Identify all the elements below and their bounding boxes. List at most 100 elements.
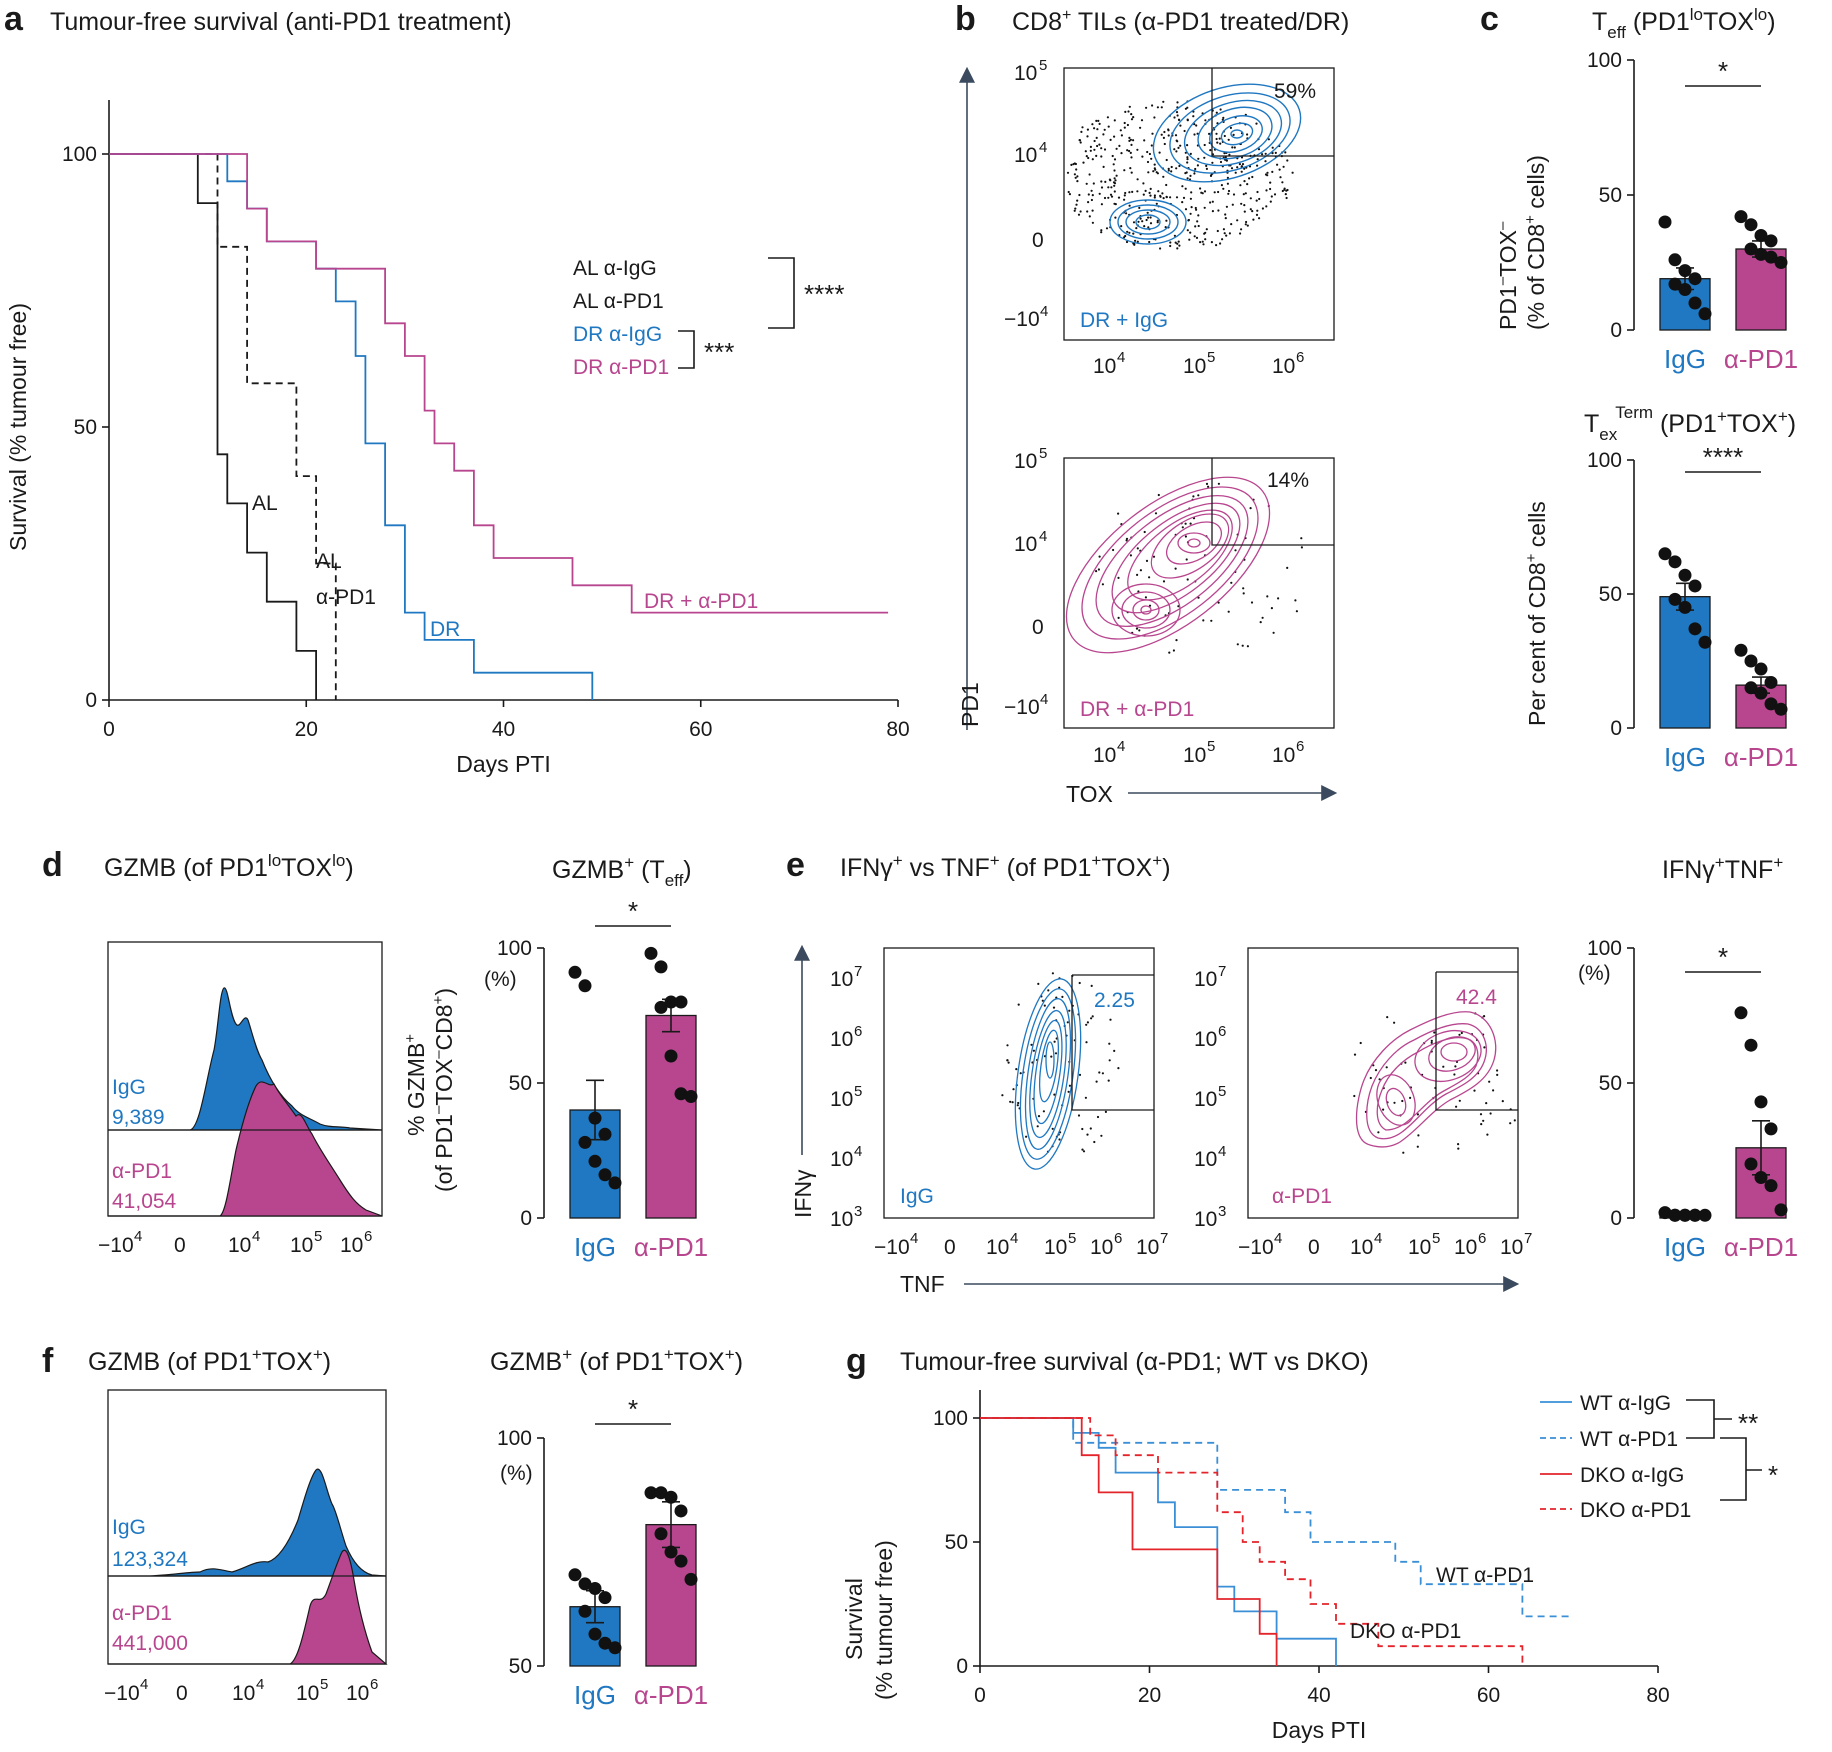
flow-dot [1261,616,1264,619]
flow-dot [1251,175,1254,179]
x-tick-label: 80 [1646,1684,1669,1707]
flow-dot [1169,241,1172,244]
flow-dot [1234,171,1237,174]
flow-dot [1219,108,1222,111]
c-bottom-ylabel: Per cent of CD8+ cells [1523,501,1550,726]
data-point [1668,592,1682,606]
flow-dot [1473,1089,1476,1092]
data-point [1688,579,1702,593]
flow-dot [1095,570,1098,573]
data-point [1678,600,1692,614]
flow-b-bottom-yticks: 10 5 10 4 0 −10 4 [1004,445,1048,719]
svg-text:10: 10 [986,1236,1009,1259]
flow-dot [1138,629,1141,632]
data-point [1744,654,1758,668]
data-point [1744,242,1758,256]
flow-dot [1179,144,1182,147]
hist-d-igg-value: 9,389 [112,1106,165,1129]
flow-dot [1177,146,1180,149]
flow-dot [1165,196,1168,199]
flow-dot [1130,143,1133,146]
flow-dot [1074,176,1077,179]
flow-dot [1186,106,1189,109]
data-point [1754,229,1768,242]
x-axis-label: Days PTI [1272,1717,1367,1743]
bar-category-label: α-PD1 [1724,344,1798,374]
flow-dot [1105,227,1109,230]
flow-dot [1103,196,1107,200]
flow-dot [1156,221,1159,224]
flow-dot [1442,1065,1445,1068]
flow-dot [1129,151,1132,154]
flow-dot [1136,240,1139,243]
flow-dot [1196,220,1199,223]
flow-dot [1244,223,1247,226]
flow-dot [1136,178,1139,181]
flow-dot [1386,1016,1389,1019]
flow-dot [1093,1140,1096,1144]
flow-dot [1076,199,1079,202]
g-ylabel-2: (% tumour free) [871,1540,897,1700]
data-point [1754,1171,1768,1184]
flow-dot [1169,244,1172,248]
bar-y-tick-label: 100 [1587,49,1622,72]
flow-dot [1145,559,1149,563]
flow-dot [1176,114,1179,117]
bar-y-tick-label: 0 [1610,717,1622,740]
data-point [1668,555,1682,569]
data-point [664,1490,678,1504]
svg-text:4: 4 [910,1230,918,1247]
flow-dot [1017,1101,1020,1105]
flow-dot [1100,186,1104,189]
flow-dot [1067,190,1070,194]
bar-d-plot: 0 50 100 IgG α-PD1 * [497,896,708,1262]
flow-b-bottom-contours [1065,476,1271,654]
flow-dot [1189,522,1192,525]
flow-dot [1090,189,1093,192]
flow-dot [1256,164,1259,167]
svg-text:0: 0 [1308,1236,1320,1259]
flow-dot [1203,190,1207,193]
flow-dot [1090,198,1093,202]
svg-text:5: 5 [1207,738,1215,755]
flow-dot [1128,204,1131,207]
km-series-AL-α-IgG [109,153,317,700]
flow-dot [1163,130,1166,134]
flow-dot [1085,1041,1088,1044]
data-point [588,1154,602,1168]
legend-al-igg: AL α-IgG [573,257,657,280]
flow-dot [1108,1042,1111,1045]
flow-dot [1113,119,1116,122]
d-ylabel-2: (of PD1–TOX–CD8+) [430,988,457,1192]
label-dr-pd1: DR + α-PD1 [644,590,758,613]
flow-dot [1252,218,1255,221]
flow-dot [1192,495,1195,498]
flow-dot [1279,176,1282,179]
flow-dot [1172,649,1175,652]
flow-dot [1211,210,1214,213]
flow-dot [1272,631,1275,634]
flow-dot [1066,1021,1069,1024]
flow-dot [1125,240,1129,244]
flow-dot [1285,196,1288,200]
flow-dot [1404,1061,1407,1064]
flow-dot [1265,205,1268,208]
flow-dot [1162,175,1165,178]
flow-dot [1102,165,1105,168]
flow-dot [1149,216,1152,219]
data-point [1678,264,1692,278]
flow-dot [1232,133,1235,136]
flow-dot [1140,119,1144,122]
flow-dot [1402,1151,1405,1154]
flow-dot [1126,230,1129,233]
flow-dot [1076,175,1079,178]
flow-dot [1201,240,1204,243]
flow-dot [1075,168,1078,171]
flow-dot [1123,126,1126,129]
svg-text:10: 10 [1090,1236,1113,1259]
label-g-dko-pd1: DKO α-PD1 [1350,1620,1461,1643]
panel-c-letter: c [1480,0,1499,38]
flow-dot [1231,203,1234,206]
flow-dot [1269,187,1272,191]
flow-dot [1194,206,1197,210]
